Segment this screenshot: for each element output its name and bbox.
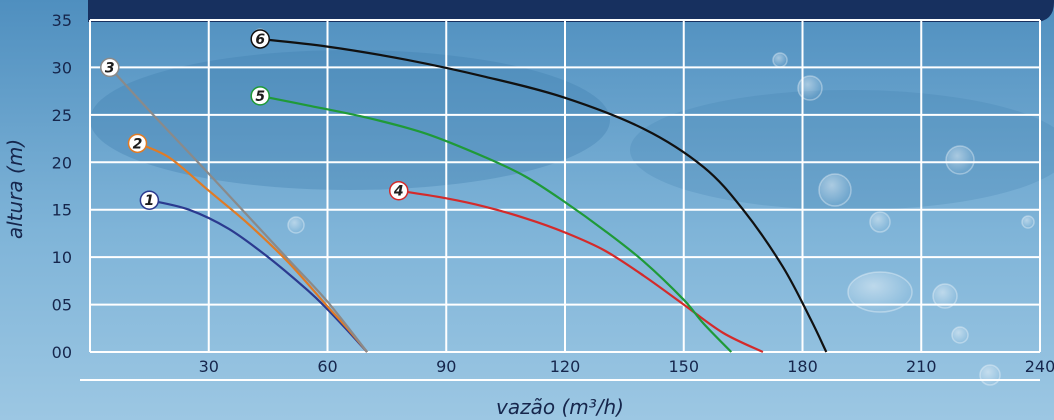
series-marker-label: 2 [133,136,143,152]
series-marker-circle [127,133,148,154]
series-marker-circle [139,190,160,210]
series-marker-circle [250,86,270,106]
y-tick-label: 05 [52,296,72,315]
series-marker-label: 3 [105,60,115,76]
x-tick-label: 90 [436,357,456,376]
series-marker-2: 2 [127,133,148,154]
series-line-5 [259,94,733,353]
y-tick-label: 10 [52,248,72,267]
series-marker-label: 1 [145,193,155,209]
series-line-3 [108,66,368,353]
series-marker-3: 3 [100,57,120,78]
series-markers: 1 2 3 4 5 6 [100,29,409,210]
series-line-4 [398,189,764,353]
series-marker-label: 4 [393,184,404,200]
bubble-decorations [253,28,1035,386]
y-tick-label: 35 [52,11,72,30]
x-tick-label: 150 [668,357,699,376]
series-marker-circle [389,180,409,201]
x-tick-label: 180 [787,357,818,376]
y-tick-label: 25 [52,106,72,125]
y-tick-label: 00 [52,343,72,362]
series-marker-circle [250,29,270,49]
x-tick-label: 120 [550,357,581,376]
series-marker-circle [100,57,120,78]
y-tick-label: 20 [52,153,72,172]
y-axis-title: altura (m) [3,139,27,239]
x-tick-label: 210 [906,357,937,376]
x-tick-label: 60 [317,357,337,376]
series-line-1 [149,199,368,353]
x-tick-label: 30 [199,357,219,376]
series-marker-label: 5 [255,89,265,105]
series-line-6 [260,37,828,353]
y-tick-label: 15 [52,201,72,220]
series-marker-5: 5 [250,86,270,106]
grid [80,19,1041,381]
series-marker-label: 6 [255,32,265,48]
title-banner [88,0,1054,22]
series-line-2 [137,142,368,353]
series-marker-4: 4 [389,180,409,201]
x-axis-title: vazão (m³/h) [496,395,624,419]
series-marker-6: 6 [250,29,270,49]
x-tick-label: 240 [1025,357,1054,376]
series-marker-1: 1 [139,190,160,210]
y-tick-label: 30 [52,58,72,77]
series-lines [108,37,828,353]
